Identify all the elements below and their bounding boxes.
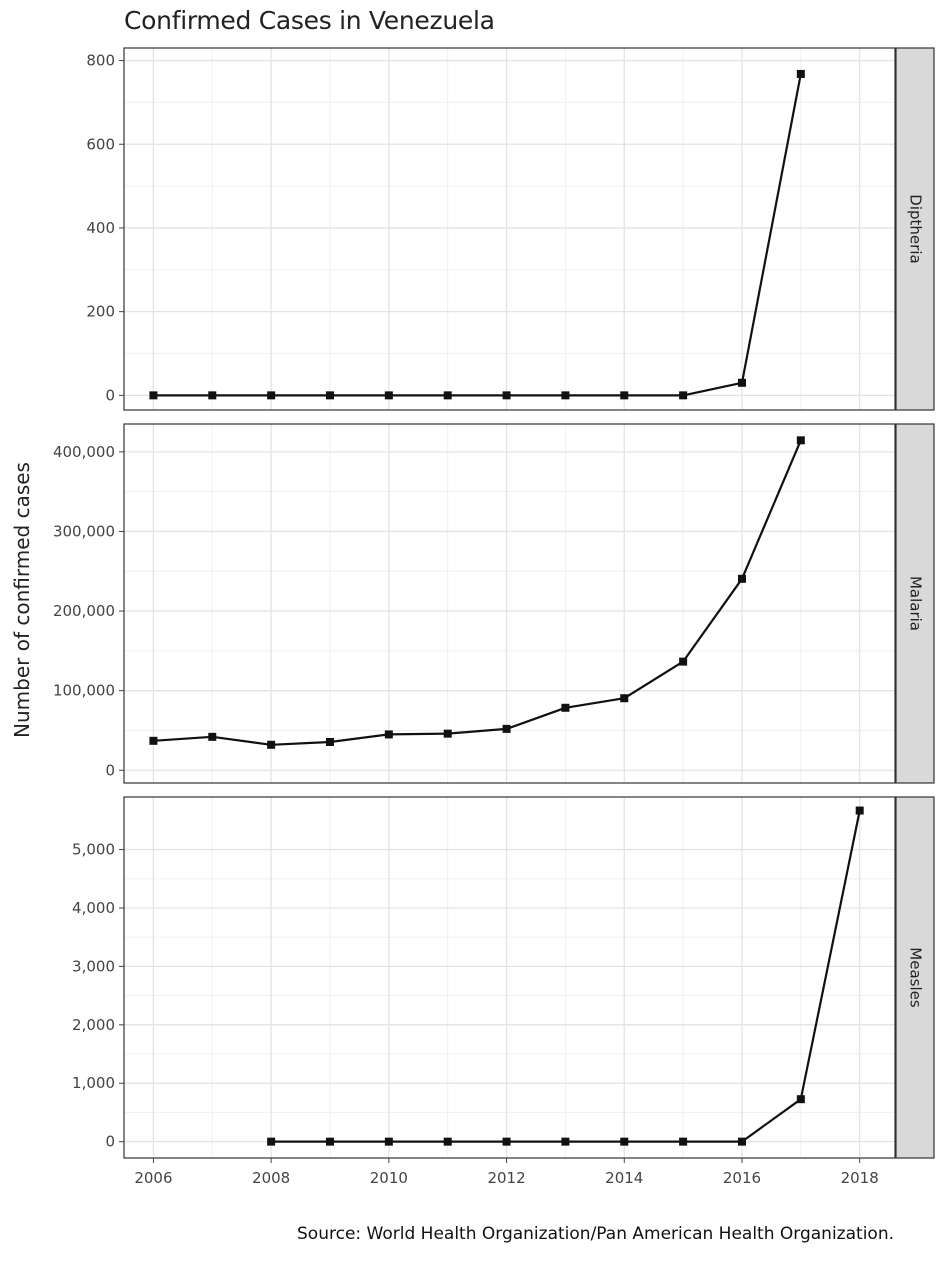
- data-point: [384, 1137, 393, 1146]
- data-point: [796, 1095, 805, 1104]
- x-tick-label: 2018: [841, 1169, 879, 1187]
- x-tick-label: 2012: [487, 1169, 525, 1187]
- panel-background: [124, 797, 895, 1158]
- panel-diptheria: 0 200 400 600 800 Diptheria: [86, 47, 935, 411]
- data-point: [267, 391, 276, 400]
- data-point: [208, 391, 217, 400]
- data-point: [208, 732, 217, 741]
- data-point: [561, 703, 570, 712]
- y-tick-label: 300,000: [53, 522, 115, 540]
- facet-strip-label: Diptheria: [907, 194, 925, 263]
- data-point: [384, 391, 393, 400]
- panel-background: [124, 48, 895, 410]
- y-tick-label: 0: [105, 761, 115, 779]
- facet-strip-label: Measles: [907, 947, 925, 1008]
- y-tick-label: 4,000: [72, 899, 115, 917]
- data-point: [620, 1137, 629, 1146]
- panel-border: [123, 423, 896, 784]
- y-tick-label: 100,000: [53, 682, 115, 700]
- y-tick-label: 200: [86, 303, 115, 321]
- series-line-malaria: [153, 439, 802, 746]
- x-tick-label: 2010: [370, 1169, 408, 1187]
- data-point: [149, 736, 158, 745]
- data-point: [502, 724, 511, 733]
- data-point: [679, 391, 688, 400]
- data-point: [325, 1137, 334, 1146]
- panel-malaria: 0 100,000 200,000 300,000 400,000 Malaria: [53, 423, 935, 784]
- data-point: [267, 740, 276, 749]
- data-point: [796, 436, 805, 445]
- data-point: [443, 391, 452, 400]
- panel-border: [123, 796, 896, 1159]
- x-tick-label: 2006: [134, 1169, 172, 1187]
- source-note: Source: World Health Organization/Pan Am…: [297, 1224, 894, 1244]
- y-tick-label: 600: [86, 135, 115, 153]
- facet-strip: [895, 47, 935, 411]
- panel-measles: 0 1,000 2,000 3,000 4,000 5,000 Measles: [72, 796, 935, 1159]
- data-point: [620, 694, 629, 703]
- data-point: [443, 729, 452, 738]
- data-point: [502, 391, 511, 400]
- data-point: [149, 391, 158, 400]
- data-point: [502, 1137, 511, 1146]
- data-point: [620, 391, 629, 400]
- data-point: [737, 378, 746, 387]
- data-point: [384, 730, 393, 739]
- facet-strip: [895, 423, 935, 784]
- facet-strip-label: Malaria: [907, 576, 925, 631]
- y-tick-label: 2,000: [72, 1016, 115, 1034]
- x-tick-label: 2008: [252, 1169, 290, 1187]
- y-tick-label: 3,000: [72, 957, 115, 975]
- panel-border: [123, 47, 896, 411]
- data-point: [561, 391, 570, 400]
- series-line-diptheria: [153, 73, 802, 397]
- data-point: [737, 574, 746, 583]
- y-tick-label: 400: [86, 219, 115, 237]
- panel-background: [124, 424, 895, 783]
- data-point: [796, 69, 805, 78]
- facet-strip: [895, 796, 935, 1159]
- y-tick-label: 400,000: [53, 443, 115, 461]
- y-tick-label: 1,000: [72, 1074, 115, 1092]
- data-point: [325, 738, 334, 747]
- y-tick-label: 0: [105, 1133, 115, 1151]
- y-tick-label: 200,000: [53, 602, 115, 620]
- data-point: [325, 391, 334, 400]
- data-point: [679, 657, 688, 666]
- data-point: [737, 1137, 746, 1146]
- y-tick-label: 0: [105, 386, 115, 404]
- x-tick-label: 2014: [605, 1169, 643, 1187]
- data-point: [267, 1137, 276, 1146]
- data-point: [561, 1137, 570, 1146]
- data-point: [855, 806, 864, 815]
- y-tick-label: 800: [86, 52, 115, 70]
- y-tick-label: 5,000: [72, 841, 115, 859]
- x-tick-label: 2016: [723, 1169, 761, 1187]
- data-point: [679, 1137, 688, 1146]
- data-point: [443, 1137, 452, 1146]
- chart-title: Confirmed Cases in Venezuela: [124, 6, 495, 35]
